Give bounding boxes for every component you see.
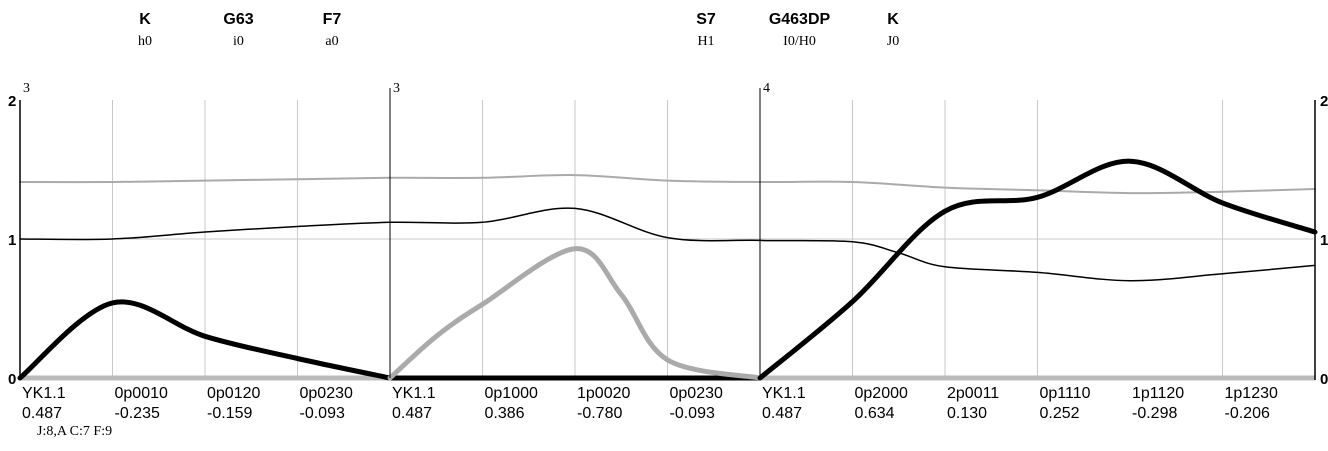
x-label-value: 0.487 <box>22 405 62 422</box>
x-label-code: 0p0120 <box>207 385 260 402</box>
x-label-code: YK1.1 <box>392 385 436 402</box>
panel-frame <box>19 88 1316 380</box>
y-tick-label-left: 2 <box>8 93 16 110</box>
y-tick-label-right: 1 <box>1320 232 1328 249</box>
x-label-value: -0.093 <box>300 405 345 422</box>
x-label-code: 0p0010 <box>115 385 168 402</box>
x-label-code: 0p1110 <box>1040 385 1091 402</box>
panel-labels: 3 3 4 <box>23 81 770 96</box>
x-label-code: 1p1230 <box>1225 385 1278 402</box>
top-annotation-code: S7 <box>696 11 716 28</box>
series-line <box>17 299 393 381</box>
x-label-value: -0.235 <box>115 405 160 422</box>
x-label-code: YK1.1 <box>762 385 806 402</box>
top-annotation-sub: J0 <box>887 34 899 49</box>
x-label-code: 2p0011 <box>947 385 999 402</box>
y-tick-label-left: 1 <box>8 232 16 249</box>
series-lines <box>17 158 1318 381</box>
panel-label: 3 <box>23 81 30 96</box>
top-annotation-code: G63 <box>223 11 253 28</box>
x-label-code: 0p0230 <box>670 385 723 402</box>
x-label-value: 0.487 <box>392 405 432 422</box>
series-line <box>19 174 1316 195</box>
top-annotation-sub: h0 <box>138 34 152 49</box>
top-annotation-code: G463DP <box>769 11 831 28</box>
footnote: J:8,A C:7 F:9 <box>37 424 112 439</box>
top-annotation-code: K <box>139 11 151 28</box>
series-line <box>387 246 763 381</box>
top-annotation-code: K <box>887 11 899 28</box>
top-annotation-sub: I0/H0 <box>783 34 816 49</box>
x-label-value: -0.159 <box>207 405 252 422</box>
y-tick-label-right: 2 <box>1320 93 1328 110</box>
x-label-value: 0.487 <box>762 405 802 422</box>
x-label-code: 1p1120 <box>1132 385 1184 402</box>
x-label-value: -0.780 <box>577 405 622 422</box>
x-label-code: 1p0020 <box>577 385 630 402</box>
x-axis-labels: YK1.1 0.487 0p0010 -0.235 0p0120 -0.159 0p0230… <box>22 385 1278 422</box>
x-label-value: 0.252 <box>1040 405 1080 422</box>
y-axis-ticks: 0 0 1 1 2 2 <box>8 93 1328 388</box>
series-line <box>757 158 1318 381</box>
y-tick-label-right: 0 <box>1320 371 1328 388</box>
x-label-value: -0.206 <box>1225 405 1270 422</box>
series-line <box>19 207 1316 282</box>
x-label-code: YK1.1 <box>22 385 66 402</box>
x-label-value: -0.298 <box>1132 405 1177 422</box>
grid-lines <box>20 100 1315 378</box>
x-label-value: -0.093 <box>670 405 715 422</box>
x-label-code: 0p0230 <box>300 385 353 402</box>
top-annotation-sub: i0 <box>233 34 244 49</box>
x-label-value: 0.130 <box>947 405 987 422</box>
top-annotation-code: F7 <box>323 11 342 28</box>
panel-label: 4 <box>763 81 770 96</box>
x-label-value: 0.386 <box>485 405 525 422</box>
y-tick-label-left: 0 <box>8 371 16 388</box>
x-label-code: 0p2000 <box>855 385 908 402</box>
top-annotation-sub: H1 <box>697 34 714 49</box>
panel-label: 3 <box>393 81 400 96</box>
x-label-code: 0p1000 <box>485 385 538 402</box>
top-annotation-sub: a0 <box>325 34 338 49</box>
x-label-value: 0.634 <box>855 405 895 422</box>
top-annotations: Kh0G63i0F7a0S7H1G463DPI0/H0KJ0D7b2S96c0/… <box>138 11 899 49</box>
